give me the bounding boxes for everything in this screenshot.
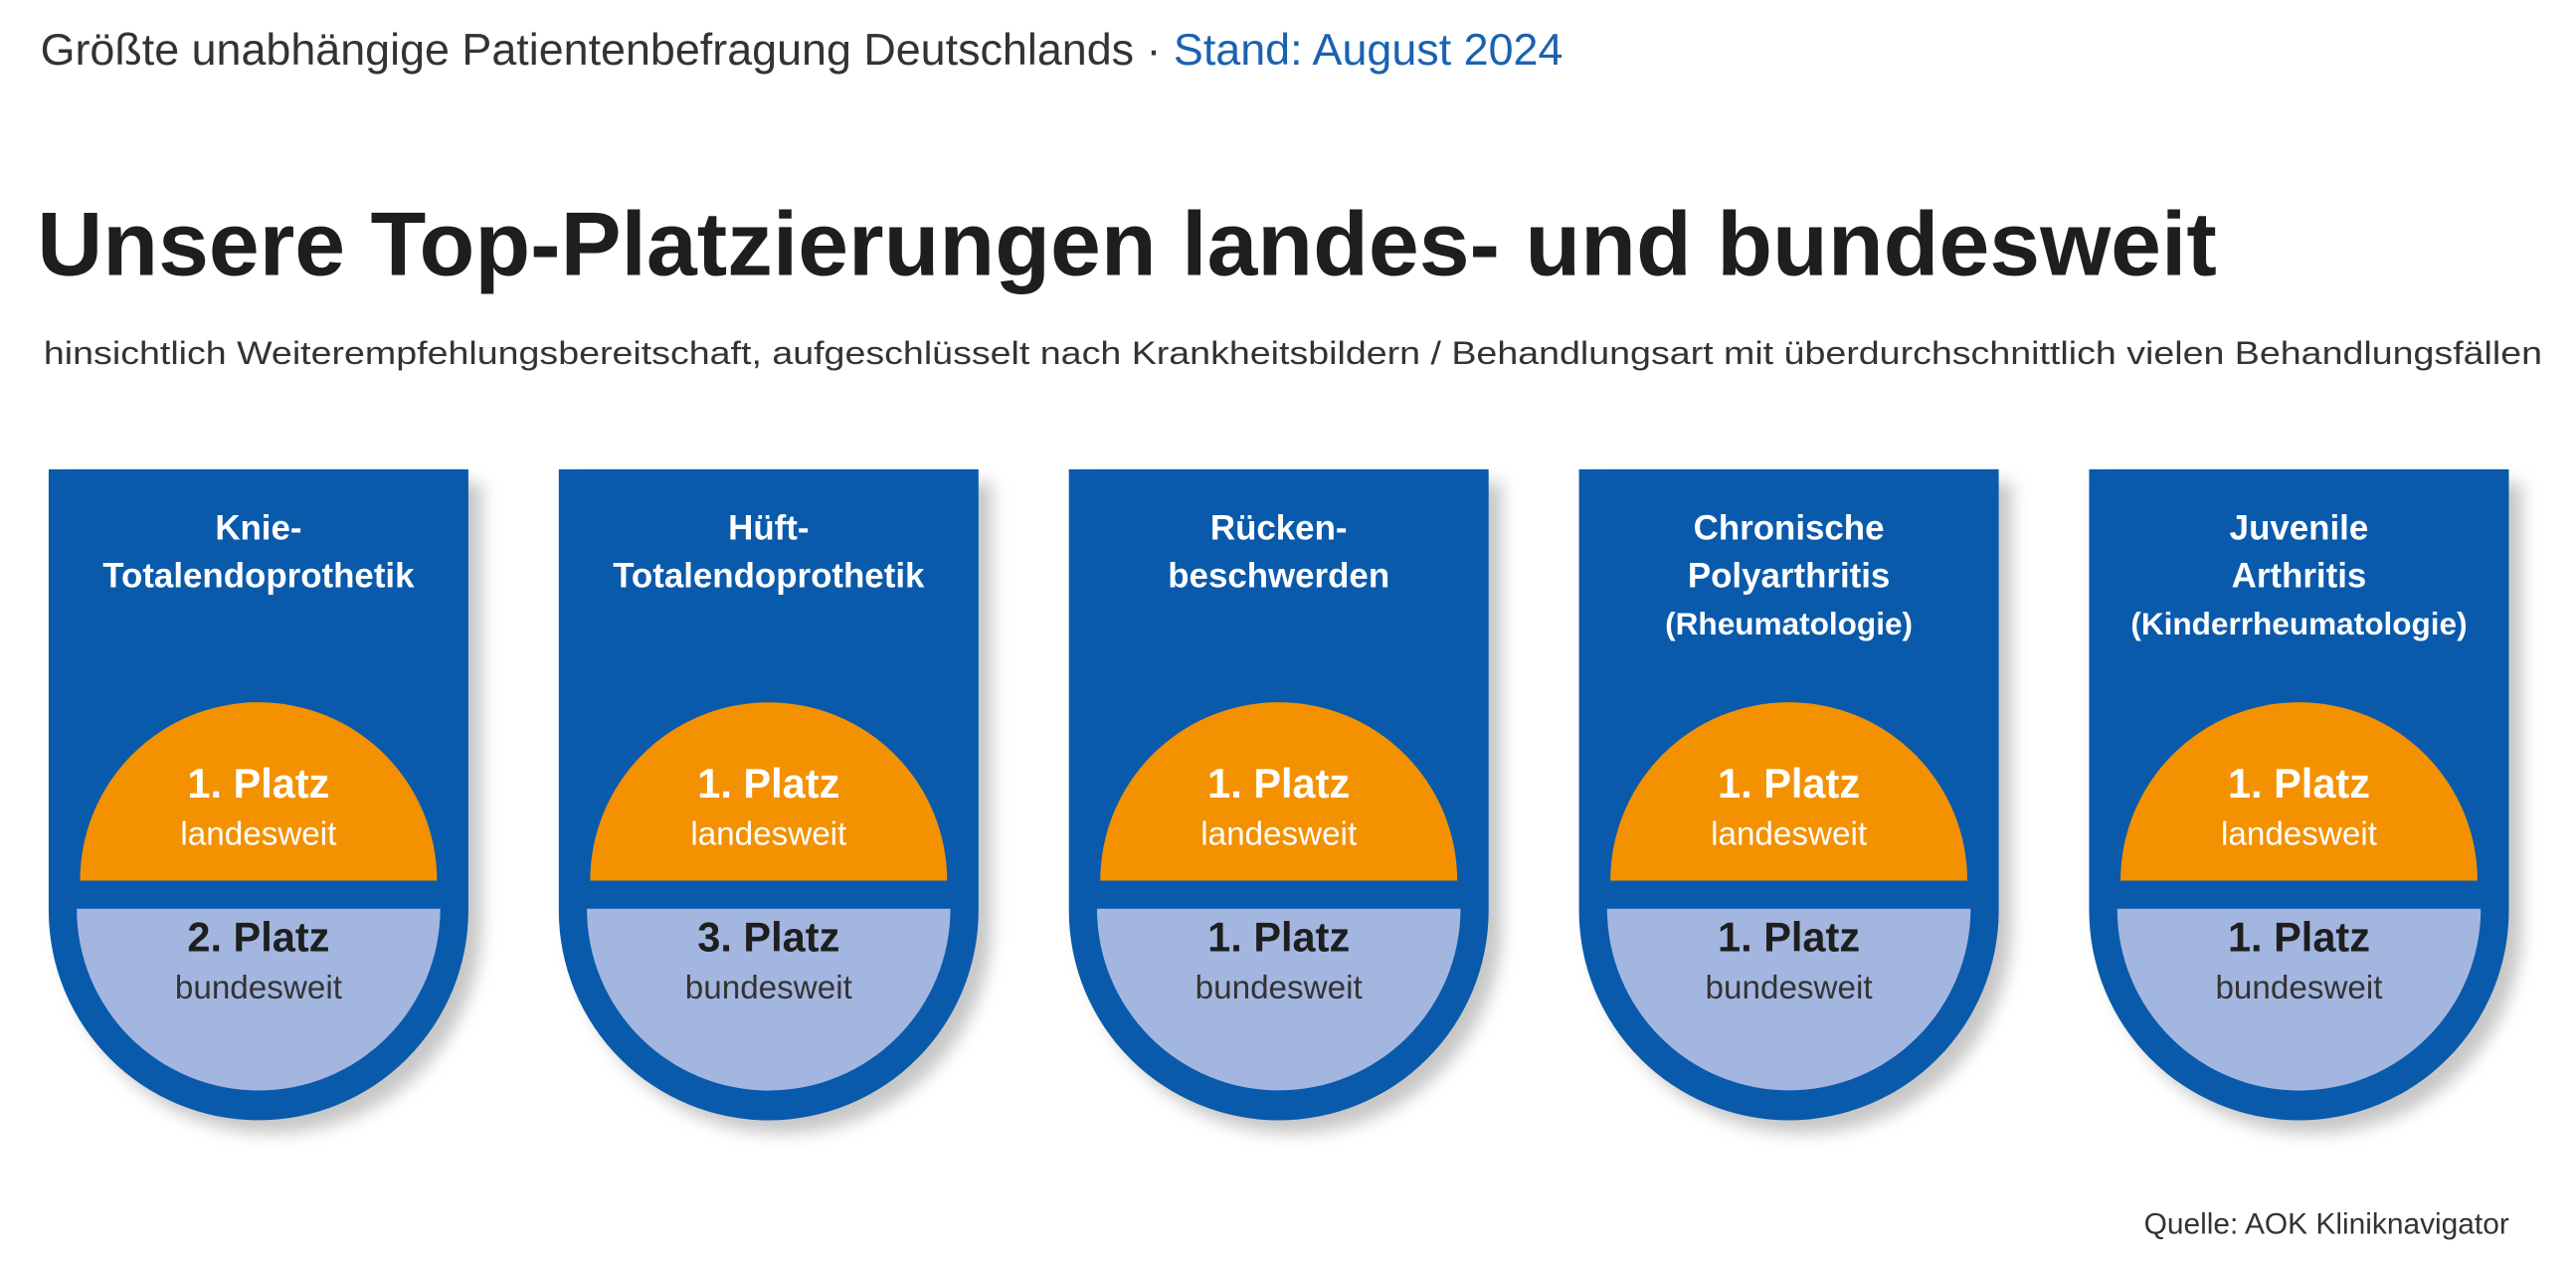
- state-rank: 1. Platz: [697, 760, 839, 807]
- card-title-line: (Rheumatologie): [1665, 606, 1913, 641]
- federal-half: [587, 908, 951, 1091]
- federal-label: bundesweit: [2215, 970, 2382, 1006]
- state-half: [80, 702, 438, 881]
- federal-half: [1096, 908, 1461, 1091]
- card-title-line: beschwerden: [1168, 557, 1389, 596]
- card-title-line: Polyarthritis: [1688, 557, 1891, 596]
- card-title-line: (Kinderrheumatologie): [2130, 606, 2467, 641]
- federal-rank: 3. Platz: [697, 913, 839, 960]
- subtitle: hinsichtlich Weiterempfehlungsbereitscha…: [44, 335, 2542, 371]
- federal-half: [2116, 908, 2482, 1091]
- date: Stand: August 2024: [1174, 24, 1563, 75]
- card-title-line: Knie-: [215, 509, 301, 548]
- card-title-line: Totalendoprothetik: [102, 557, 415, 596]
- kicker: Größte unabhängige Patientenbefragung De…: [41, 24, 1564, 75]
- source: Quelle: AOK Kliniknavigator: [2144, 1208, 2509, 1241]
- state-rank: 1. Platz: [2228, 760, 2370, 807]
- state-rank: 1. Platz: [1718, 760, 1860, 807]
- card-title-line: Hüft-: [728, 509, 809, 548]
- card-title-line: Arthritis: [2232, 557, 2367, 596]
- federal-label: bundesweit: [175, 970, 342, 1006]
- state-label: landesweit: [2221, 816, 2377, 852]
- card-title-line: Chronische: [1694, 509, 1885, 548]
- federal-half: [1606, 908, 1971, 1091]
- state-rank: 1. Platz: [187, 760, 329, 807]
- federal-rank: 1. Platz: [1718, 913, 1860, 960]
- card-title-line: Juvenile: [2230, 509, 2369, 548]
- state-half: [1610, 702, 1968, 881]
- title: Unsere Top-Platzierungen landes- und bun…: [37, 194, 2217, 295]
- card-title-line: Totalendoprothetik: [613, 557, 925, 596]
- state-half: [1100, 702, 1458, 881]
- federal-rank: 2. Platz: [187, 913, 329, 960]
- cards: Knie- Totalendoprothetik 1. Platz landeswei…: [48, 468, 2522, 1134]
- federal-rank: 1. Platz: [1207, 913, 1350, 960]
- federal-half: [77, 908, 441, 1091]
- state-rank: 1. Platz: [1207, 760, 1350, 807]
- state-label: landesweit: [1711, 816, 1867, 852]
- state-label: landesweit: [690, 816, 846, 852]
- federal-label: bundesweit: [1706, 970, 1873, 1006]
- state-half: [2120, 702, 2478, 881]
- state-label: landesweit: [1200, 816, 1357, 852]
- state-half: [590, 702, 948, 881]
- federal-label: bundesweit: [685, 970, 852, 1006]
- state-label: landesweit: [180, 816, 336, 852]
- federal-label: bundesweit: [1196, 970, 1363, 1006]
- federal-rank: 1. Platz: [2228, 913, 2370, 960]
- kicker-text: Größte unabhängige Patientenbefragung De…: [41, 24, 1162, 75]
- card-title-line: Rücken-: [1210, 509, 1348, 548]
